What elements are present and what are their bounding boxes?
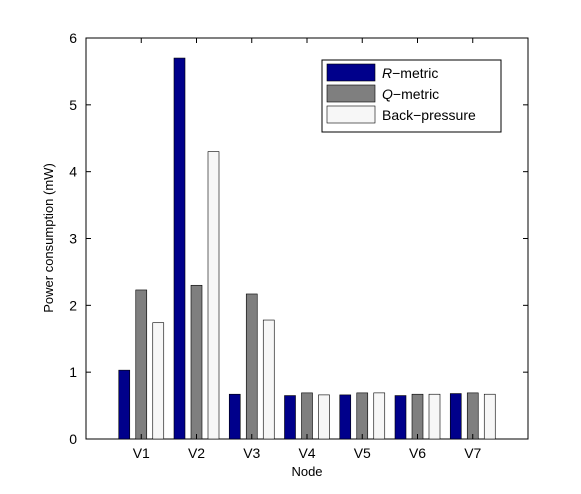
y-tick-label: 1 bbox=[69, 364, 77, 380]
bar-3-v7 bbox=[483, 393, 496, 440]
y-tick-label: 5 bbox=[69, 97, 77, 113]
bar-2-v7 bbox=[466, 392, 479, 440]
x-tick-label-v4: V4 bbox=[298, 445, 315, 461]
bar-3-v2 bbox=[207, 151, 220, 440]
x-tick-label-v7: V7 bbox=[464, 445, 481, 461]
x-tick-label-v6: V6 bbox=[409, 445, 426, 461]
y-tick-label: 4 bbox=[69, 164, 77, 180]
x-axis-label: Node bbox=[291, 464, 322, 479]
legend: R−metric Q−metric Back−pressure bbox=[321, 59, 502, 133]
bar-1-v3 bbox=[228, 393, 241, 440]
legend-swatch-1 bbox=[326, 63, 376, 82]
bar-1-v5 bbox=[339, 394, 352, 440]
y-tick-label: 2 bbox=[69, 297, 77, 313]
bar-3-v6 bbox=[428, 393, 441, 440]
legend-swatch-3 bbox=[326, 105, 376, 124]
bar-3-v4 bbox=[318, 394, 330, 440]
x-tick-label-v5: V5 bbox=[354, 445, 371, 461]
y-axis-label: Power consumption (mW) bbox=[41, 163, 56, 313]
y-axis-ticks: 0 1 2 3 4 5 6 bbox=[69, 30, 528, 447]
bar-1-v4 bbox=[284, 395, 296, 440]
bar-2-v1 bbox=[135, 289, 148, 440]
x-tick-label-v2: V2 bbox=[188, 445, 205, 461]
y-tick-label: 3 bbox=[69, 231, 77, 247]
bar-3-v3 bbox=[262, 319, 275, 440]
bar-2-v5 bbox=[356, 392, 369, 440]
legend-swatch-2 bbox=[326, 84, 376, 103]
legend-label-2: Q−metric bbox=[382, 86, 439, 102]
x-tick-label-v1: V1 bbox=[133, 445, 150, 461]
x-tick-label-v3: V3 bbox=[243, 445, 260, 461]
bar-1-v1 bbox=[118, 369, 131, 440]
bar-3-v1 bbox=[152, 322, 165, 440]
bar-2-v4 bbox=[301, 392, 313, 440]
y-tick-label: 0 bbox=[69, 431, 77, 447]
bar-1-v2 bbox=[173, 57, 186, 440]
bar-1-v6 bbox=[394, 395, 407, 440]
bar-2-v6 bbox=[411, 393, 424, 440]
bar-1-v7 bbox=[449, 393, 462, 440]
y-tick-label: 6 bbox=[69, 30, 77, 46]
bars bbox=[118, 57, 496, 440]
legend-label-3: Back−pressure bbox=[382, 107, 476, 123]
bar-2-v2 bbox=[190, 284, 203, 440]
x-axis-ticks: V1 V2 V3 V4 V5 V6 V7 bbox=[133, 38, 482, 461]
bar-3-v5 bbox=[373, 392, 386, 440]
bar-2-v3 bbox=[245, 293, 258, 440]
legend-label-1: R−metric bbox=[382, 65, 438, 81]
